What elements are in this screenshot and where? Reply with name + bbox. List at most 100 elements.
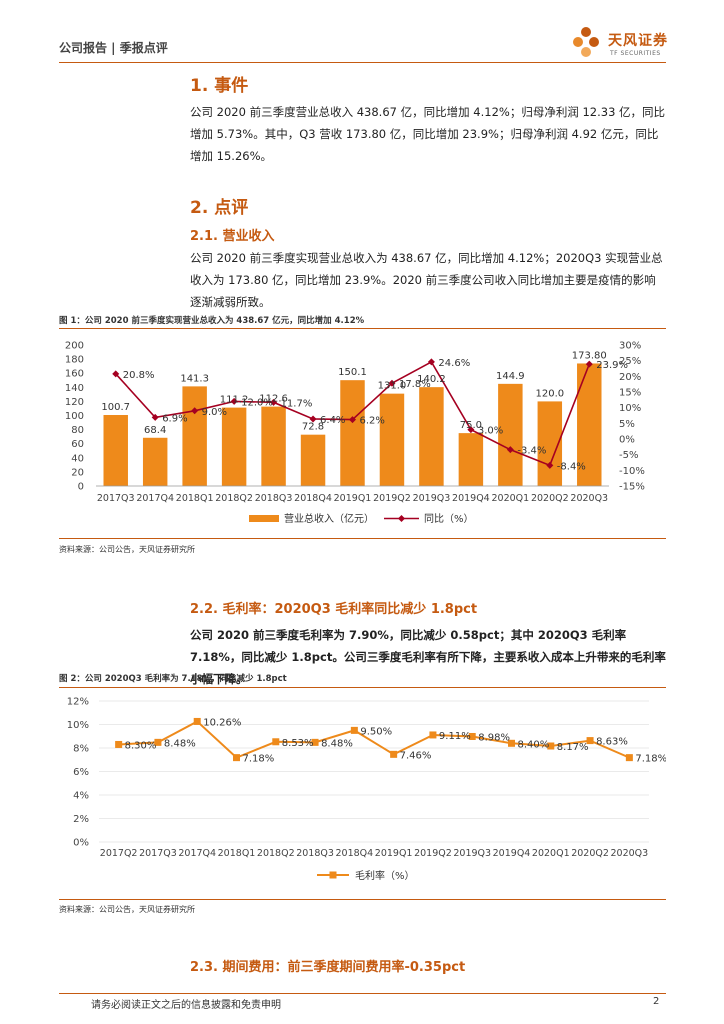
legend-line-label: 同比（%） (424, 513, 474, 525)
margin-point (233, 754, 240, 762)
margin-point (311, 738, 319, 746)
revenue-bar (340, 380, 365, 486)
y-left-tick-label: 160 (65, 369, 84, 380)
yoy-label: 24.6% (438, 358, 470, 369)
yoy-label: 12.0% (241, 397, 273, 408)
gross-margin-chart: 8.30% 8.48% 10.26% 7.18% 8.53% 8.48% 9.50% 7.46… (67, 697, 666, 883)
yoy-label: 6.4% (320, 415, 345, 426)
yoy-label: 6.9% (162, 413, 187, 424)
revenue-chart: 100.7 68.4 141.3 111.2 112.6 72.8 150.1 131.0 14… (65, 341, 645, 526)
y-tick-label: 12% (67, 697, 89, 708)
y-left-tick-label: 0 (78, 482, 84, 493)
margin-point (390, 750, 398, 758)
revenue-bar-label: 144.9 (496, 371, 525, 382)
figure-1-source: 资料来源：公司公告，天风证券研究所 (59, 545, 195, 554)
margin-label: 7.18% (243, 754, 275, 765)
margin-label: 10.26% (203, 717, 241, 728)
x-tick-label: 2019Q1 (334, 493, 372, 504)
figure-2-top-rule (59, 687, 666, 688)
revenue-bar (182, 386, 207, 486)
x-tick-label: 2020Q1 (532, 848, 570, 859)
margin-point (272, 738, 280, 746)
revenue-bar-label: 140.2 (417, 374, 446, 385)
x-tick-label: 2020Q2 (531, 493, 569, 504)
yoy-point (230, 397, 238, 405)
yoy-point (546, 461, 554, 469)
figure-2-title: 图 2：公司 2020Q3 毛利率为 7.18%，同比减少 1.8pct (59, 674, 287, 684)
report-type: 公司报告 | 季报点评 (59, 41, 168, 55)
yoy-point (467, 426, 475, 434)
x-tick-label: 2017Q3 (97, 493, 135, 504)
margin-point (115, 740, 123, 748)
yoy-label: 11.7% (281, 398, 313, 409)
legend-bar-label: 营业总收入（亿元） (284, 512, 374, 525)
y-right-tick-label: 0% (619, 435, 635, 446)
brand-name: 天风证券 (608, 33, 668, 49)
brand-logo-icon (573, 27, 599, 57)
section-2-3-heading: 2.3. 期间费用：前三季度期间费用率-0.35pct (190, 960, 466, 975)
x-tick-label: 2017Q3 (139, 848, 177, 859)
x-tick-label: 2019Q2 (373, 493, 411, 504)
section-1-heading: 1. 事件 (190, 76, 249, 96)
x-tick-label: 2019Q2 (414, 848, 452, 859)
yoy-point (191, 407, 199, 415)
x-tick-label: 2017Q2 (100, 848, 138, 859)
margin-label: 8.17% (557, 742, 589, 753)
y-left-tick-label: 100 (65, 411, 84, 422)
margin-point (154, 738, 162, 746)
y-tick-label: 2% (73, 814, 89, 825)
page-number: 2 (653, 996, 660, 1007)
figure-1-top-rule (59, 328, 666, 329)
revenue-bar (300, 434, 326, 486)
y-tick-label: 6% (73, 767, 89, 778)
figure-2-bottom-rule (59, 899, 666, 900)
x-tick-label: 2019Q4 (493, 848, 531, 859)
yoy-label: 9.0% (202, 407, 227, 418)
y-right-tick-label: 25% (619, 356, 641, 367)
x-tick-label: 2018Q4 (336, 848, 374, 859)
margin-point (350, 726, 358, 734)
legend-line-marker (398, 515, 405, 522)
yoy-point (506, 446, 514, 454)
x-tick-label: 2018Q1 (218, 848, 256, 859)
margin-label: 8.48% (164, 738, 196, 749)
y-right-tick-label: 10% (619, 403, 641, 414)
revenue-bar-label: 173.80 (572, 350, 607, 361)
revenue-bar-label: 150.1 (338, 367, 367, 378)
revenue-bar-label: 68.4 (144, 425, 166, 436)
yoy-point (585, 360, 593, 368)
margin-label: 8.30% (125, 740, 157, 751)
y-right-tick-label: -5% (619, 450, 638, 461)
y-tick-label: 4% (73, 791, 89, 802)
revenue-bar-label: 72.8 (302, 422, 324, 433)
footer-disclaimer: 请务必阅读正文之后的信息披露和免责申明 (91, 1000, 281, 1011)
margin-point (508, 739, 515, 747)
margin-label: 9.50% (360, 726, 392, 737)
margin-label: 8.63% (596, 737, 628, 748)
margin-point (193, 717, 201, 725)
section-2-2-heading: 2.2. 毛利率：2020Q3 毛利率同比减少 1.8pct (190, 602, 478, 617)
y-right-tick-label: 30% (619, 341, 641, 352)
yoy-label: 23.9% (596, 360, 628, 371)
y-left-tick-label: 80 (71, 425, 84, 436)
x-tick-label: 2019Q1 (375, 848, 413, 859)
y-right-tick-label: 15% (619, 388, 641, 399)
x-tick-label: 2020Q1 (491, 493, 529, 504)
x-tick-label: 2020Q3 (570, 493, 608, 504)
yoy-point (270, 398, 278, 406)
yoy-label: 17.8% (399, 379, 431, 390)
revenue-bar (142, 437, 168, 486)
margin-label: 8.53% (282, 738, 314, 749)
margin-label: 7.18% (635, 754, 666, 765)
y-left-tick-label: 20 (71, 467, 84, 478)
y-tick-label: 10% (67, 720, 89, 731)
x-tick-label: 2020Q2 (571, 848, 609, 859)
yoy-label: 20.8% (123, 370, 155, 381)
y-tick-label: 8% (73, 744, 89, 755)
legend-bar-swatch (249, 515, 279, 522)
header-divider (59, 62, 666, 63)
revenue-bar (103, 415, 128, 486)
y-right-tick-label: 5% (619, 419, 635, 430)
y-right-tick-label: -10% (619, 466, 645, 477)
revenue-bar-label: 112.6 (259, 394, 288, 405)
